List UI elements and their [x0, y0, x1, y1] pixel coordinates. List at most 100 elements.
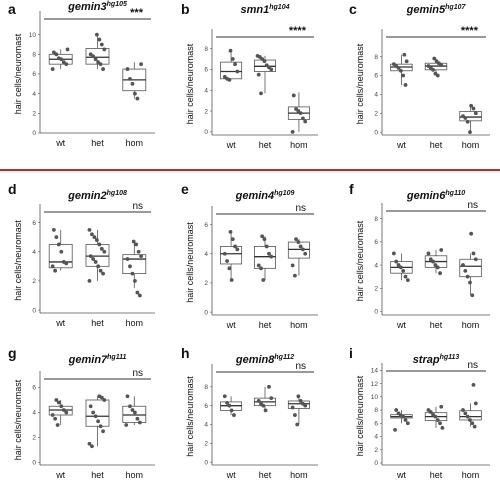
y-tick-label: 2: [204, 108, 208, 115]
y-tick-label: 4: [374, 434, 378, 441]
data-point-het: [440, 426, 445, 430]
data-point-het: [264, 63, 269, 68]
y-tick-label: 10: [29, 32, 37, 39]
data-point-wt: [391, 251, 396, 256]
significance-label: ***: [130, 7, 144, 19]
data-point-wt: [403, 83, 408, 87]
data-point-het: [432, 56, 437, 61]
y-tick-label: 4: [204, 422, 208, 429]
data-point-het: [269, 396, 274, 401]
data-point-het: [435, 265, 440, 270]
data-point-hom: [461, 408, 465, 412]
box-hom: [459, 110, 482, 122]
y-tick-label: 2: [374, 447, 378, 454]
data-point-hom: [128, 77, 132, 81]
data-point-hom: [468, 130, 472, 135]
data-point-hom: [298, 399, 303, 403]
data-point-wt: [56, 56, 61, 61]
y-tick-label: 10: [371, 394, 379, 401]
data-point-wt: [233, 244, 237, 249]
y-axis-label: hair cells/neuromast: [13, 379, 23, 460]
data-point-hom: [135, 416, 140, 421]
panel-f: f gemin6hg110 hair cells/neuromast 0 2 4 6 8 ns w…: [349, 181, 490, 330]
data-point-hom: [296, 394, 301, 399]
data-point-hom: [139, 254, 144, 259]
data-point-het: [102, 398, 107, 402]
data-point-hom: [124, 423, 129, 427]
data-point-hom: [125, 67, 130, 71]
data-point-het: [438, 271, 442, 276]
x-tick-label: het: [259, 470, 272, 480]
data-point-het: [97, 37, 102, 42]
data-point-het: [263, 408, 268, 413]
data-point-hom: [470, 421, 475, 426]
gene-name: gemin2: [67, 190, 107, 202]
data-point-het: [91, 257, 96, 261]
data-point-wt: [50, 413, 55, 417]
data-point-het: [91, 410, 96, 415]
data-point-het: [256, 399, 261, 403]
data-point-hom: [294, 237, 298, 242]
data-point-het: [99, 42, 104, 47]
data-point-wt: [61, 260, 66, 264]
data-point-hom: [471, 251, 476, 256]
data-point-het: [431, 412, 435, 417]
data-point-wt: [51, 50, 56, 55]
y-axis-label: hair cells/neuromast: [355, 375, 365, 456]
data-point-wt: [396, 263, 401, 267]
data-point-het: [101, 271, 105, 276]
y-axis-label: hair cells/neuromast: [355, 220, 365, 301]
panel-letter: b: [181, 1, 190, 17]
y-tick-label: 2: [32, 435, 36, 442]
panel-e: e gemin4hg109 hair cells/neuromast 0 2 4 6 ns wt…: [181, 181, 318, 330]
x-tick-label: het: [91, 470, 104, 480]
data-point-het: [267, 384, 271, 389]
data-point-het: [256, 263, 261, 268]
y-axis-label: hair cells/neuromast: [185, 376, 195, 457]
data-point-wt: [403, 418, 408, 422]
allele-superscript: hg104: [269, 4, 289, 11]
panel-title: gemin8hg112: [235, 354, 294, 366]
data-point-het: [94, 238, 99, 242]
x-tick-label: hom: [290, 470, 308, 480]
y-tick-label: 2: [32, 278, 36, 285]
data-point-hom: [130, 81, 135, 86]
data-point-wt: [56, 400, 61, 405]
significance-label: ****: [461, 25, 479, 37]
data-point-het: [98, 424, 103, 429]
data-point-het: [97, 242, 102, 247]
significance-label: ns: [132, 201, 143, 212]
data-point-hom: [469, 103, 474, 108]
data-point-wt: [228, 48, 233, 53]
y-tick-label: 4: [32, 249, 36, 256]
x-tick-label: hom: [462, 470, 480, 480]
panel-title: gemin3hg105: [67, 1, 127, 13]
y-tick-label: 4: [374, 262, 378, 269]
y-tick-label: 12: [371, 381, 379, 388]
y-tick-label: 0: [32, 130, 36, 137]
allele-superscript: hg108: [107, 190, 127, 197]
data-point-wt: [50, 67, 55, 71]
data-point-hom: [137, 420, 142, 425]
data-point-het: [259, 91, 263, 96]
y-tick-label: 2: [374, 110, 378, 117]
allele-superscript: hg107: [445, 4, 466, 11]
y-tick-label: 0: [204, 309, 208, 316]
data-point-wt: [394, 408, 399, 412]
data-point-hom: [465, 414, 470, 419]
x-tick-label: het: [259, 320, 272, 330]
data-point-wt: [398, 68, 403, 73]
y-tick-label: 0: [32, 307, 36, 314]
y-tick-label: 6: [32, 71, 36, 78]
y-tick-label: 8: [374, 407, 378, 414]
data-point-wt: [227, 266, 232, 271]
data-point-hom: [473, 257, 478, 262]
data-point-wt: [230, 57, 235, 61]
data-point-wt: [228, 229, 233, 234]
data-point-hom: [133, 410, 137, 415]
data-point-het: [90, 444, 94, 449]
data-point-hom: [471, 106, 476, 111]
data-point-hom: [133, 91, 137, 96]
data-point-hom: [463, 268, 468, 273]
panel-g: g gemin7hg111 hair cells/neuromast 0 2 4 6 ns wt…: [8, 345, 155, 480]
